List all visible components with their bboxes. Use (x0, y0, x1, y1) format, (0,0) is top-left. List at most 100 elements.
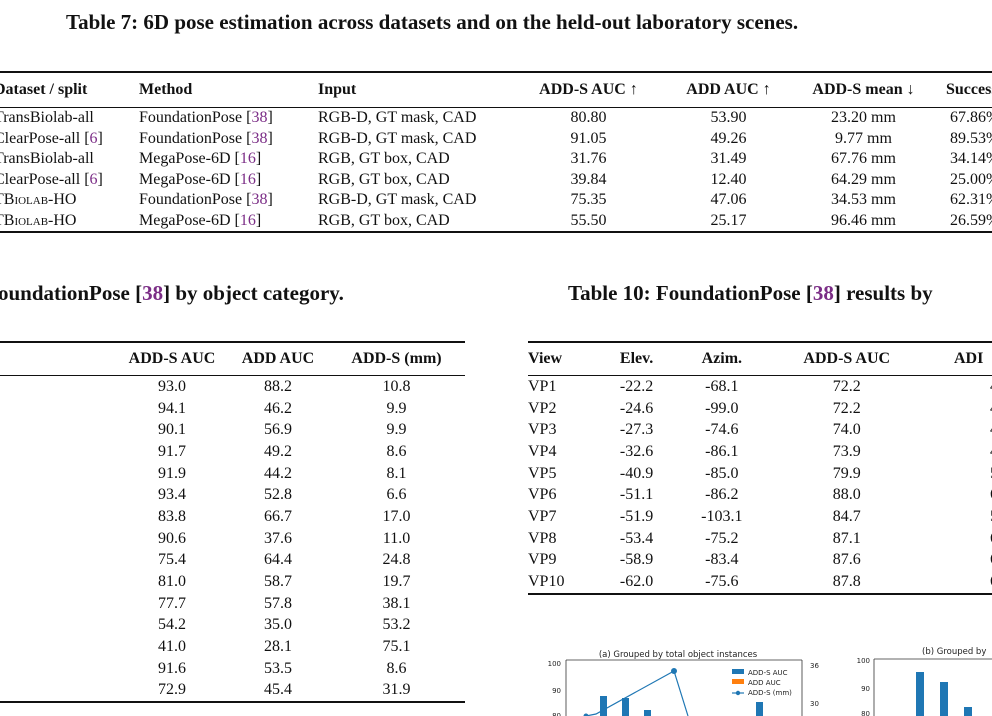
t9-cell: 10.8 (382, 377, 411, 395)
t9-cell: 77.7 (158, 594, 186, 612)
bar (964, 707, 972, 716)
t10-cell: 73.9 (832, 442, 861, 460)
t7-dataset: ClearPose-all [6] (0, 129, 139, 150)
panel-a-ytick-right: 30 (810, 700, 819, 708)
t7-method-cite[interactable]: 16 (239, 150, 256, 168)
t7-method-cite[interactable]: 38 (251, 191, 268, 209)
t7-header: Input (318, 81, 357, 98)
t7-add-auc: 47.06 (710, 191, 747, 209)
t7-row: TransBiolab-all FoundationPose [38] RGB-D,… (0, 108, 992, 129)
t7-success: 62.31% (950, 191, 992, 209)
t9-cell: 91.7 (158, 442, 186, 460)
t10-cell: 72.2 (832, 377, 861, 395)
t10-cell: VP10 (528, 573, 565, 591)
t10-cell: -40.9 (619, 464, 654, 482)
t9-cell: 8.6 (386, 442, 407, 460)
bar (622, 698, 629, 716)
t7-method-cite[interactable]: 16 (239, 211, 256, 229)
t10-row: VP4 -32.6 -86.1 73.9 4 (528, 441, 992, 463)
t9-row: 81.0 58.7 19.7 (0, 571, 465, 593)
t10-cell: -32.6 (619, 442, 654, 460)
t10-caption-pre: Table 10: FoundationPose [ (568, 281, 813, 305)
t9-row: 72.9 45.4 31.9 (0, 680, 465, 703)
adds-line (585, 670, 689, 716)
t7-row: TransBiolab-all MegaPose-6D [16] RGB, GT b… (0, 149, 992, 170)
figure-panel-a: (a) Grouped by total object instances 10… (548, 650, 819, 716)
t9-row: 83.8 66.7 17.0 (0, 506, 465, 528)
t10-cell: -68.1 (705, 377, 739, 395)
t9-cell: 72.9 (158, 681, 186, 699)
t7-method-label: MegaPose-6D (139, 150, 231, 168)
t10-cell: 6 (920, 550, 992, 572)
t9-caption-pre: oundationPose [ (0, 281, 143, 305)
t10-cell: 6 (920, 528, 992, 550)
t9-caption-post: ] by object category. (163, 281, 344, 305)
t10-cell: VP2 (528, 399, 557, 417)
t7-header: Success (946, 81, 992, 98)
t9-blank (0, 615, 116, 637)
t9-cell: 38.1 (382, 594, 411, 612)
t9-blank (0, 658, 116, 680)
t9-cell: 57.8 (264, 594, 292, 612)
t7-method: FoundationPose [38] (139, 191, 273, 209)
legend-marker (735, 690, 741, 696)
t9-header: ADD AUC (241, 350, 315, 367)
t10-cell: VP3 (528, 421, 557, 439)
t9-cell: 66.7 (264, 507, 292, 525)
t9-cell: 88.2 (264, 377, 292, 395)
t7-dataset-cite[interactable]: 6 (89, 129, 98, 147)
t9-blank (0, 398, 116, 420)
t9-blank (0, 484, 116, 506)
t7-method: MegaPose-6D [16] (139, 150, 262, 168)
t10-cell: -75.2 (705, 529, 739, 547)
t7-method-cite[interactable]: 38 (251, 109, 268, 127)
t7-dataset-label: TBiolab-HO (0, 191, 77, 209)
t10-caption-post: ] results by (833, 281, 933, 305)
t7-adds-mean: 64.29 mm (831, 170, 896, 188)
t7-input: RGB, GT box, CAD (318, 211, 450, 229)
t10-cell: 87.1 (832, 529, 861, 547)
t10-cell: -51.9 (619, 507, 654, 525)
t10-cell: 84.7 (832, 507, 861, 525)
t9-cell: 9.9 (386, 399, 407, 417)
legend-label: ADD AUC (748, 679, 781, 687)
t10-cell: VP1 (528, 377, 557, 395)
t10-cell: 6 (920, 484, 992, 506)
t9-cell: 93.4 (158, 486, 186, 504)
panel-a-ytick: 80 (552, 712, 561, 716)
t9-blank (0, 463, 116, 485)
t9-blank (0, 528, 116, 550)
legend-swatch-add-auc (732, 679, 744, 684)
t9-cell: 28.1 (264, 638, 292, 656)
t9-cell: 64.4 (264, 551, 292, 569)
t10-cell: 4 (920, 398, 992, 420)
t9-row: 93.0 88.2 10.8 (0, 376, 465, 398)
t10-row: VP8 -53.4 -75.2 87.1 6 (528, 528, 992, 550)
t10-cell: -62.0 (619, 573, 654, 591)
t7-method-label: FoundationPose (139, 191, 243, 209)
t7-dataset-cite[interactable]: 6 (89, 170, 98, 188)
t10-cell: -22.2 (619, 377, 654, 395)
t7-adds-mean: 9.77 mm (835, 129, 892, 147)
t10-header: View (528, 350, 563, 367)
adds-point (583, 713, 589, 716)
t7-method-cite[interactable]: 38 (251, 129, 268, 147)
t9-cell: 75.4 (158, 551, 186, 569)
t7-header: Dataset / split (0, 81, 88, 98)
t9-cell: 19.7 (382, 573, 411, 591)
t9-cell: 45.4 (264, 681, 292, 699)
t9-row: 54.2 35.0 53.2 (0, 615, 465, 637)
t7-dataset: ClearPose-all [6] (0, 170, 139, 191)
t7-method-cite[interactable]: 16 (239, 170, 256, 188)
t9-cell: 17.0 (382, 507, 411, 525)
t10-cell: 88.0 (832, 486, 861, 504)
t9-cell: 24.8 (382, 551, 411, 569)
panel-b-title: (b) Grouped by (922, 647, 986, 657)
panel-b-ytick: 100 (857, 657, 870, 665)
t10-cell: -83.4 (705, 551, 739, 569)
t10-cell: -51.1 (619, 486, 654, 504)
table9-caption: oundationPose [38] by object category. (0, 281, 344, 306)
t10-row: VP7 -51.9 -103.1 84.7 5 (528, 506, 992, 528)
t10-cell: -85.0 (705, 464, 739, 482)
t10-cell: -86.1 (705, 442, 739, 460)
